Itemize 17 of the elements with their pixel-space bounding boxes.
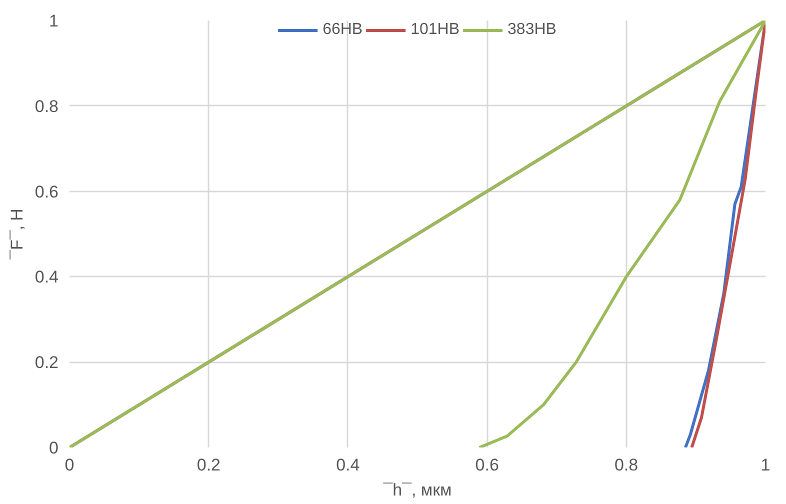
y-tick-label: 0.4 [34, 268, 59, 287]
x-tick-label: 0 [64, 456, 74, 474]
x-tick-label: 1 [760, 456, 770, 474]
x-axis-title: ¯h¯, мкм [382, 480, 452, 500]
legend-label: 383НВ [508, 21, 556, 39]
y-axis-title: ¯F¯, Н [8, 208, 26, 260]
y-tick-label: 0.6 [34, 182, 59, 202]
y-tick-label: 0.2 [34, 353, 59, 372]
y-tick-label: 1 [49, 12, 59, 30]
x-tick-label: 0.2 [196, 456, 221, 474]
y-tick-label: 0 [49, 438, 59, 458]
legend-label: 101НВ [410, 21, 460, 39]
x-tick-label: 0.4 [336, 456, 360, 474]
y-tick-label: 0.8 [34, 96, 59, 116]
legend-label: 66НВ [322, 21, 363, 39]
x-tick-label: 0.8 [614, 456, 638, 474]
x-tick-label: 0.6 [475, 456, 499, 474]
